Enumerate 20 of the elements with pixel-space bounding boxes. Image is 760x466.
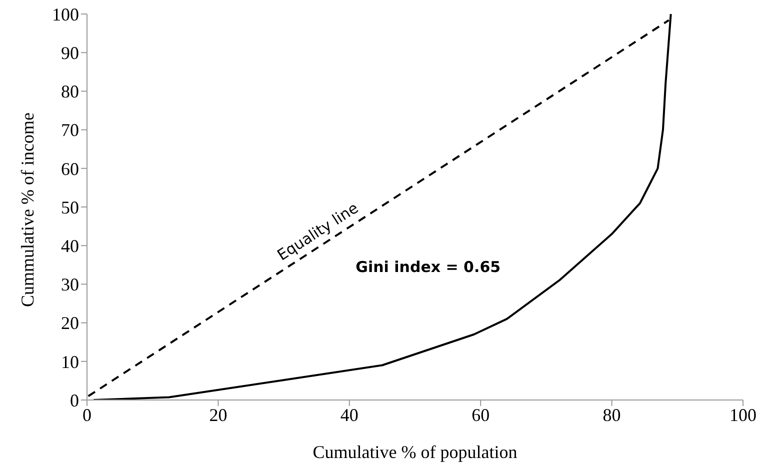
x-tick-label: 60 bbox=[472, 404, 490, 425]
y-tick-label: 70 bbox=[61, 120, 79, 140]
y-tick-label: 80 bbox=[61, 82, 79, 102]
y-tick-label: 20 bbox=[61, 313, 79, 334]
x-tick-label: 40 bbox=[340, 404, 358, 425]
y-tick-label: 50 bbox=[61, 197, 79, 218]
y-axis-title: Cummulative % of income bbox=[17, 112, 38, 307]
y-tick-label: 10 bbox=[61, 352, 79, 372]
y-tick-label: 40 bbox=[61, 236, 79, 256]
x-tick-label: 20 bbox=[209, 404, 228, 425]
annotation: Gini index = 0.65 bbox=[356, 258, 501, 276]
y-tick-label: 60 bbox=[61, 158, 79, 179]
y-tick-label: 90 bbox=[61, 42, 79, 63]
x-tick-label: 0 bbox=[82, 404, 92, 425]
y-tick-label: 100 bbox=[52, 4, 79, 24]
y-tick-label: 0 bbox=[70, 390, 79, 410]
x-tick-label: 80 bbox=[602, 404, 621, 425]
x-tick-label: 100 bbox=[730, 404, 756, 425]
y-tick-label: 30 bbox=[61, 274, 79, 295]
x-axis-title: Cumulative % of population bbox=[312, 442, 518, 462]
